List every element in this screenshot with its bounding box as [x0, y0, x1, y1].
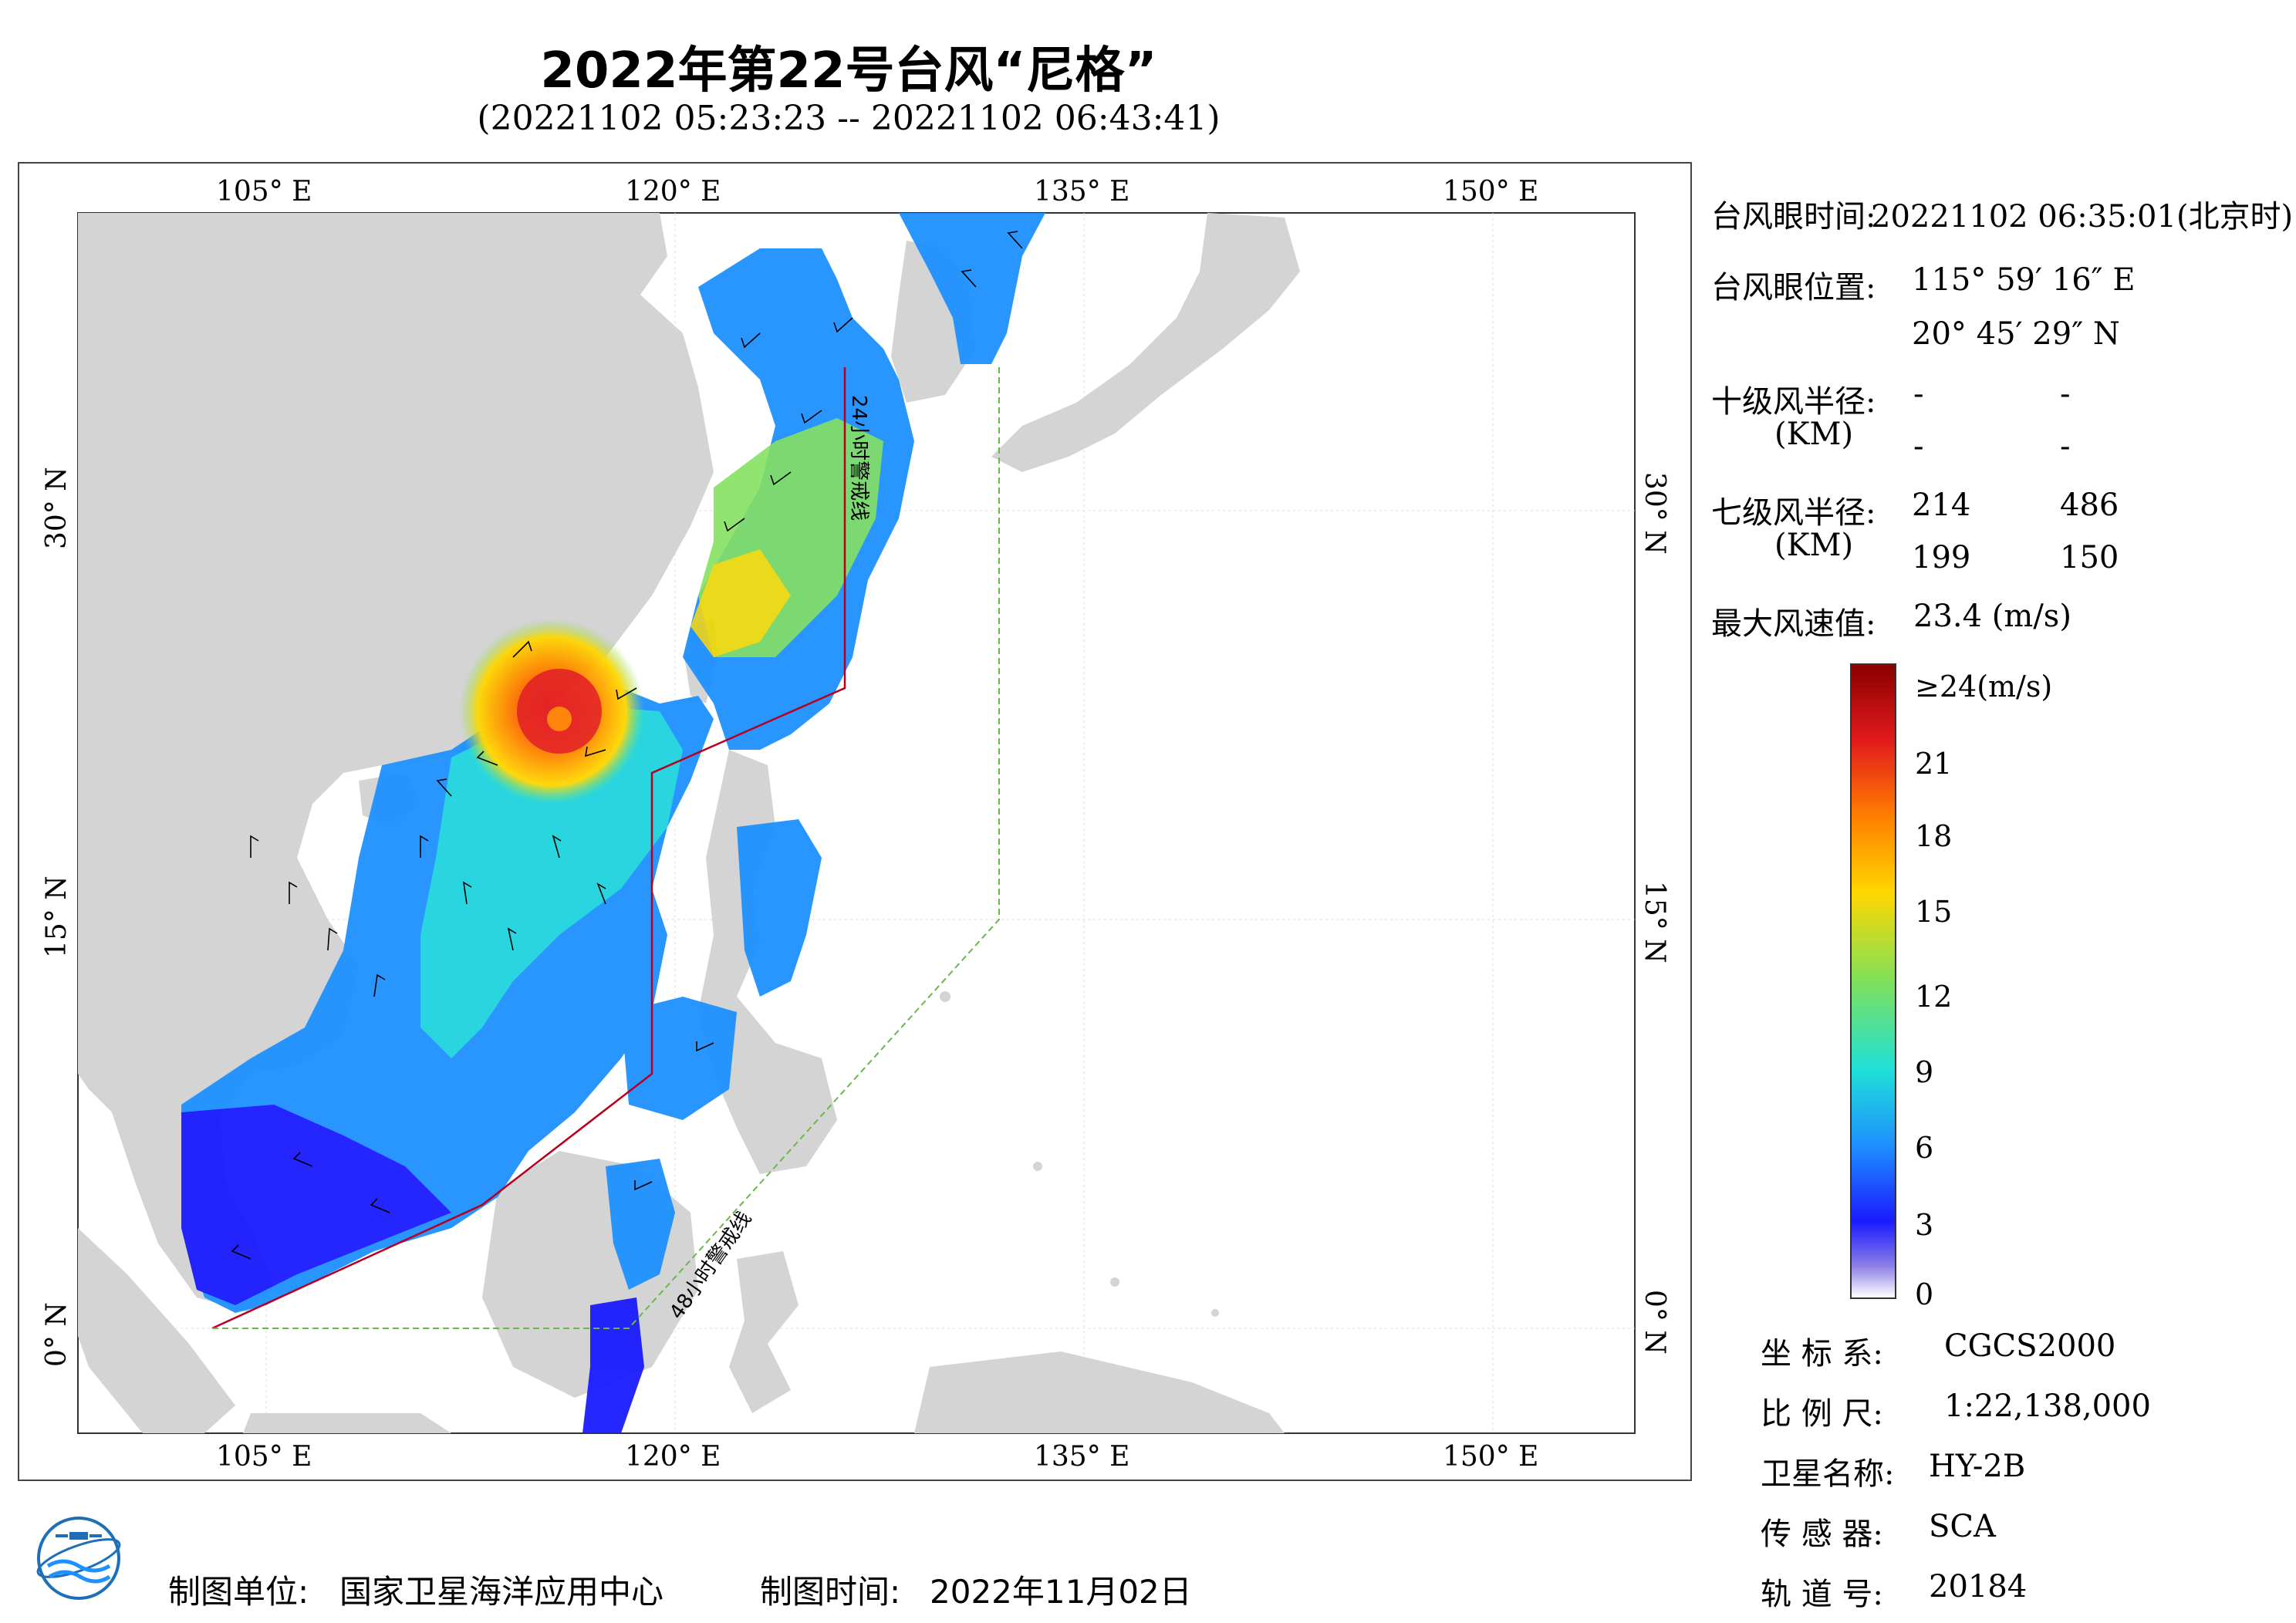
- satellite-label: 卫星名称:: [1761, 1456, 1895, 1492]
- lon-label-top-150: 150° E: [1443, 176, 1539, 208]
- lon-label-bottom-105: 105° E: [216, 1441, 312, 1473]
- scale-value: 1:22,138,000: [1944, 1388, 2151, 1424]
- max-wind-value: 23.4 (m/s): [1913, 599, 2071, 634]
- r10-value-se: -: [2060, 376, 2071, 412]
- eye-time-value: 20221102 06:35:01(北京时): [1871, 199, 2294, 235]
- wind-map[interactable]: 24小时警戒线 48小时警戒线: [19, 164, 1693, 1483]
- colorbar-label-6: 6: [1915, 1131, 1934, 1165]
- lon-label-top-120: 120° E: [625, 176, 721, 208]
- wind-barbs: [231, 231, 1023, 1260]
- colorbar-label-0: 0: [1915, 1277, 1934, 1311]
- swath-east-strip: [737, 819, 822, 997]
- date-label: 制图时间:: [760, 1573, 901, 1611]
- org-label: 制图单位:: [168, 1573, 309, 1611]
- lon-label-bottom-120: 120° E: [625, 1441, 721, 1473]
- lat-label-right-0: 0° N: [1639, 1290, 1670, 1355]
- lon-label-top-135: 135° E: [1034, 176, 1130, 208]
- colorbar-label-24: ≥24(m/s): [1915, 670, 2053, 704]
- swath-northeast: [899, 213, 1045, 364]
- warning-line-24h: [211, 367, 846, 1330]
- r10-label: 十级风半径:: [1711, 384, 1876, 420]
- lat-label-right-30: 30° N: [1639, 472, 1670, 555]
- r10-value-sw: -: [1913, 429, 1924, 464]
- r7-unit: (KM): [1774, 528, 1854, 563]
- sensor-label: 传 感 器:: [1761, 1517, 1883, 1552]
- swath-north-warm: [690, 549, 791, 657]
- colorbar-label-15: 15: [1915, 895, 1953, 929]
- r7-label: 七级风半径:: [1711, 495, 1876, 531]
- r7-value-ne: 214: [1912, 488, 1971, 523]
- r10-unit: (KM): [1774, 417, 1854, 452]
- sensor-value: SCA: [1929, 1509, 1996, 1544]
- r7-value-se: 486: [2060, 488, 2119, 523]
- colorbar-label-21: 21: [1915, 747, 1953, 781]
- swath-molucca: [582, 1297, 644, 1433]
- colorbar-label-12: 12: [1915, 980, 1953, 1014]
- satellite-value: HY-2B: [1929, 1449, 2026, 1484]
- r10-value-nw: -: [2060, 429, 2071, 464]
- typhoon-eye: [547, 707, 572, 731]
- crs-value: CGCS2000: [1944, 1328, 2116, 1364]
- r10-value-ne: -: [1913, 376, 1924, 412]
- map-frame: 24小时警戒线 48小时警戒线 105° E 120° E 135° E 150…: [18, 162, 1692, 1481]
- lon-label-top-105: 105° E: [216, 176, 312, 208]
- lon-label-bottom-150: 150° E: [1443, 1441, 1539, 1473]
- swath-west-core: [420, 704, 683, 1058]
- warning-24h-label: 24小时警戒线: [847, 395, 870, 521]
- swath-philippine-east: [621, 997, 737, 1120]
- eye-position-label: 台风眼位置:: [1711, 270, 1876, 305]
- orbit-label: 轨 道 号:: [1761, 1577, 1883, 1612]
- crs-label: 坐 标 系:: [1761, 1336, 1883, 1372]
- colorbar-label-18: 18: [1915, 819, 1953, 853]
- colorbar: [1850, 663, 1896, 1299]
- eye-longitude: 115° 59′ 16″ E: [1912, 262, 2136, 298]
- org-value: 国家卫星海洋应用中心: [339, 1573, 664, 1611]
- lat-label-left-0: 0° N: [41, 1302, 73, 1367]
- max-wind-label: 最大风速值:: [1711, 606, 1876, 642]
- lon-label-bottom-135: 135° E: [1034, 1441, 1130, 1473]
- lat-label-left-15: 15° N: [41, 876, 73, 958]
- orbit-value: 20184: [1929, 1569, 2028, 1604]
- lat-label-left-30: 30° N: [41, 467, 73, 549]
- r7-value-sw: 199: [1912, 540, 1971, 575]
- lat-label-right-15: 15° N: [1639, 881, 1670, 963]
- date-value: 2022年11月02日: [930, 1573, 1192, 1611]
- time-range-subtitle: (20221102 05:23:23 -- 20221102 06:43:41): [477, 99, 1221, 138]
- r7-value-nw: 150: [2060, 540, 2119, 575]
- colorbar-label-9: 9: [1915, 1055, 1934, 1089]
- colorbar-label-3: 3: [1915, 1208, 1934, 1242]
- nsoas-logo-icon: [36, 1517, 121, 1600]
- warning-line-48h: [212, 367, 1000, 1329]
- map-title: 2022年第22号台风“尼格”: [540, 42, 1157, 100]
- scale-label: 比 例 尺:: [1761, 1396, 1883, 1432]
- eye-time-label: 台风眼时间:: [1711, 199, 1876, 235]
- wind-speed-swath: [181, 213, 1045, 1433]
- swath-celebes: [606, 1159, 675, 1290]
- swath-west-south: [181, 1105, 451, 1305]
- eye-latitude: 20° 45′ 29″ N: [1912, 316, 2120, 352]
